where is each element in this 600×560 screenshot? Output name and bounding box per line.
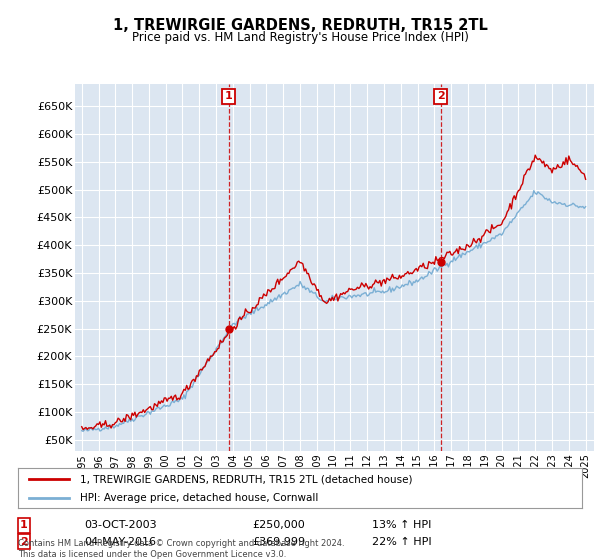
Text: 1, TREWIRGIE GARDENS, REDRUTH, TR15 2TL (detached house): 1, TREWIRGIE GARDENS, REDRUTH, TR15 2TL …: [80, 474, 413, 484]
Text: 03-OCT-2003: 03-OCT-2003: [84, 520, 157, 530]
Text: £250,000: £250,000: [252, 520, 305, 530]
Text: HPI: Average price, detached house, Cornwall: HPI: Average price, detached house, Corn…: [80, 493, 319, 503]
Text: 13% ↑ HPI: 13% ↑ HPI: [372, 520, 431, 530]
Text: 22% ↑ HPI: 22% ↑ HPI: [372, 536, 431, 547]
Text: 04-MAY-2016: 04-MAY-2016: [84, 536, 156, 547]
Text: 2: 2: [20, 536, 28, 547]
Text: Price paid vs. HM Land Registry's House Price Index (HPI): Price paid vs. HM Land Registry's House …: [131, 31, 469, 44]
Text: 2: 2: [437, 91, 445, 101]
Text: Contains HM Land Registry data © Crown copyright and database right 2024.
This d: Contains HM Land Registry data © Crown c…: [18, 539, 344, 559]
Text: 1: 1: [225, 91, 233, 101]
Text: 1: 1: [20, 520, 28, 530]
Text: 1, TREWIRGIE GARDENS, REDRUTH, TR15 2TL: 1, TREWIRGIE GARDENS, REDRUTH, TR15 2TL: [113, 18, 487, 33]
Text: £369,999: £369,999: [252, 536, 305, 547]
